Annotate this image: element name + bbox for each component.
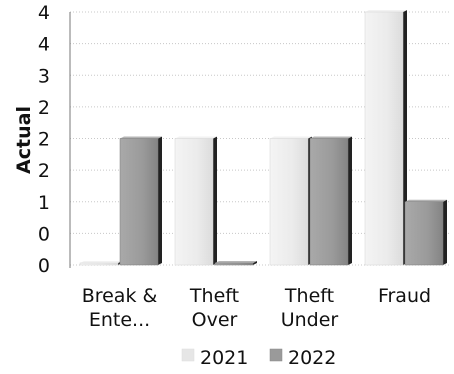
bar-side <box>348 136 352 265</box>
bar-top <box>365 10 407 12</box>
y-tick-label: 3 <box>38 65 50 87</box>
legend-swatch-2021 <box>181 348 195 362</box>
bar-side <box>253 261 257 265</box>
y-tick-label: 4 <box>38 34 50 56</box>
bar-front <box>309 138 349 266</box>
y-tick-label: 4 <box>38 2 50 24</box>
bar-side <box>213 136 217 265</box>
bar-front <box>79 262 119 266</box>
y-axis-label: Actual <box>13 106 35 174</box>
bar-2021-2 <box>269 136 312 266</box>
y-tick-label: 2 <box>38 129 50 151</box>
y-tick-label: 0 <box>38 223 50 245</box>
legend: 2021 2022 <box>181 347 336 369</box>
bar-front <box>364 11 404 266</box>
bar-2021-1 <box>174 136 217 266</box>
x-category-label: Theft Over <box>189 285 239 331</box>
bar-top <box>270 136 312 139</box>
bar-2022-3 <box>404 199 447 266</box>
x-category-label: Fraud <box>378 285 431 307</box>
bar-front <box>214 262 254 266</box>
bar-top <box>120 136 162 139</box>
bar-front <box>119 138 159 266</box>
bar-front <box>404 201 444 266</box>
bar-2022-2 <box>309 136 352 266</box>
y-tick-labels: 0 0 1 2 2 2 3 4 4 <box>38 2 50 277</box>
bar-2021-3 <box>364 10 407 266</box>
x-category-labels: Break & Ente... Theft Over Theft Under Fraud <box>82 285 431 331</box>
bar-front <box>174 138 214 266</box>
x-category-label: Break & Ente... <box>82 285 158 331</box>
bars <box>79 10 447 266</box>
bar-side <box>158 136 162 265</box>
bar-2022-1 <box>214 261 257 266</box>
y-tick-label: 2 <box>38 160 50 182</box>
bar-top <box>175 136 217 139</box>
y-tick-label: 0 <box>38 255 50 277</box>
y-tick-label: 1 <box>38 192 50 214</box>
bar-top <box>310 136 352 139</box>
bar-top <box>215 261 257 263</box>
bar-2022-0 <box>119 136 162 266</box>
bar-side <box>443 199 447 265</box>
x-category-label: Theft Under <box>281 285 339 331</box>
y-tick-label: 2 <box>38 97 50 119</box>
bar-top <box>80 261 122 263</box>
bar-front <box>269 138 309 266</box>
legend-swatch-2022 <box>269 348 283 362</box>
legend-label-2021: 2021 <box>200 347 248 369</box>
bar-top <box>405 199 447 202</box>
bar-2021-0 <box>79 261 122 266</box>
legend-label-2022: 2022 <box>288 347 336 369</box>
